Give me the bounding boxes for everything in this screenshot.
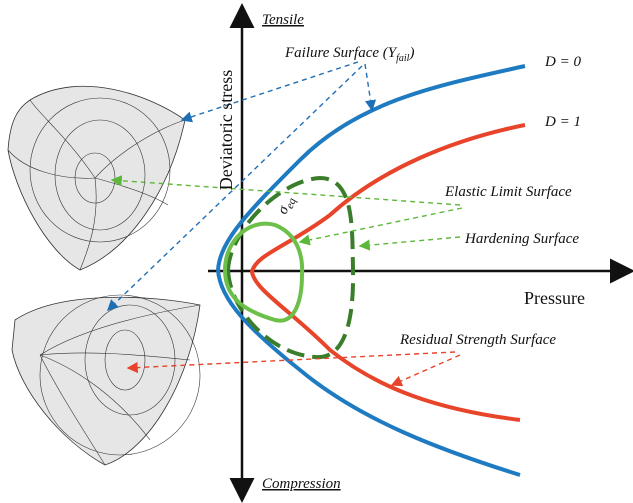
tensile-label: Tensile xyxy=(262,12,304,28)
y-axis-label: Deviatoric stress xyxy=(216,70,236,190)
hardening-label: Hardening Surface xyxy=(464,231,579,247)
residual-label: Residual Strength Surface xyxy=(399,332,556,348)
mesh-top xyxy=(8,86,185,270)
elastic-label: Elastic Limit Surface xyxy=(444,184,572,200)
sigma-label: σeq xyxy=(275,194,299,218)
mesh-bottom xyxy=(12,295,200,465)
diagram: Tensile Compression Deviatoric stress Pr… xyxy=(0,0,633,503)
failure-close: ) xyxy=(408,45,414,61)
d1-label: D = 1 xyxy=(544,114,581,130)
failure-sub: fail xyxy=(396,53,410,64)
failure-text: Failure Surface ( xyxy=(284,45,389,61)
compression-label: Compression xyxy=(262,476,341,492)
d0-label: D = 0 xyxy=(544,54,581,70)
x-axis-label: Pressure xyxy=(524,288,585,308)
failure-label: Failure Surface (Yfail) xyxy=(284,45,414,64)
